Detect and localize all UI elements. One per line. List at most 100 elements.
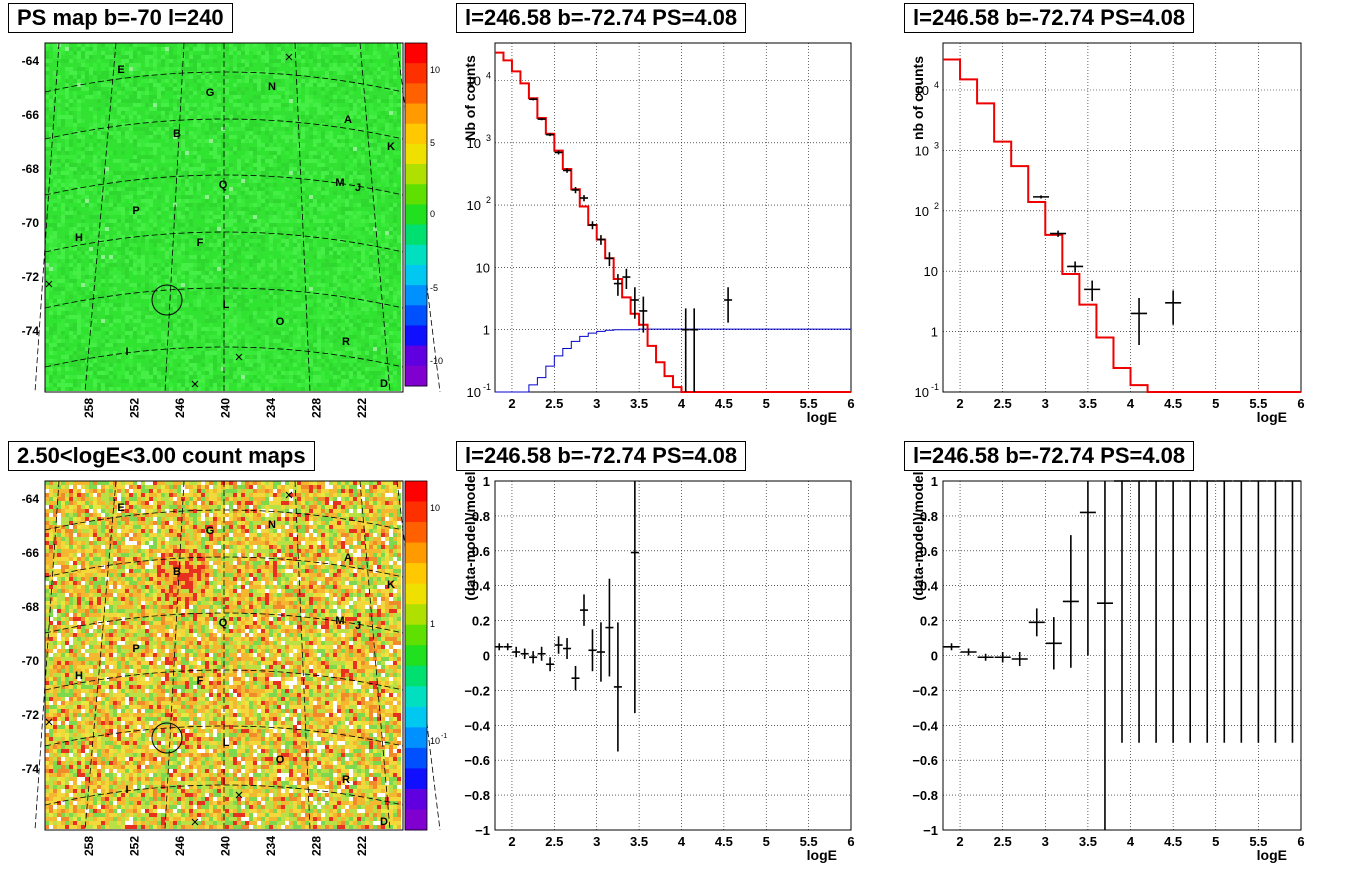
ps-map-pixel — [137, 87, 141, 91]
ps-map-pixel — [189, 79, 193, 83]
ps-map-pixel — [337, 147, 341, 151]
ps-map-pixel — [209, 259, 213, 263]
ps-map-pixel — [145, 207, 149, 211]
ps-map-pixel — [85, 55, 89, 59]
ps-map-pixel — [125, 259, 129, 263]
ps-map-pixel — [325, 119, 329, 123]
ps-map-pixel — [113, 127, 117, 131]
ps-map-pixel — [325, 159, 329, 163]
ps-map-pixel — [245, 215, 249, 219]
ps-map-pixel — [353, 55, 357, 59]
ps-map-pixel — [125, 71, 129, 75]
ps-map-pixel — [325, 47, 329, 51]
ps-map-pixel — [329, 43, 333, 47]
ps-map-pixel — [89, 79, 93, 83]
ps-map-pixel — [281, 79, 285, 83]
ps-map-pixel — [97, 191, 101, 195]
ps-map-pixel — [105, 199, 109, 203]
ps-map-pixel — [313, 195, 317, 199]
ps-map-pixel — [93, 67, 97, 71]
ps-map-pixel — [121, 63, 125, 67]
ps-map-pixel — [121, 215, 125, 219]
ps-map-pixel — [105, 47, 109, 51]
ps-map-pixel — [365, 171, 369, 175]
ps-map-pixel — [361, 87, 365, 91]
ps-map-pixel — [225, 131, 229, 135]
ps-map-pixel — [221, 187, 225, 191]
ps-map-pixel — [97, 43, 101, 47]
ps-map-pixel — [121, 67, 125, 71]
ps-map-pixel — [225, 87, 229, 91]
ps-map-pixel — [305, 263, 309, 267]
ps-map-pixel — [245, 63, 249, 67]
ps-map-pixel — [205, 87, 209, 91]
ps-map-pixel — [173, 155, 177, 159]
ps-map-pixel — [249, 263, 253, 267]
ps-map-pixel — [397, 211, 401, 215]
ps-map-pixel — [97, 175, 101, 179]
ps-map-pixel — [185, 247, 189, 251]
ps-map-pixel — [305, 191, 309, 195]
ps-map-pixel — [293, 79, 297, 83]
ps-map-pixel — [333, 79, 337, 83]
ps-map-pixel — [65, 183, 69, 187]
ps-map-pixel — [365, 91, 369, 95]
ps-map-pixel — [349, 99, 353, 103]
ps-map-pixel — [329, 187, 333, 191]
ps-map-pixel — [149, 131, 153, 135]
ps-map-pixel — [173, 251, 177, 255]
ps-map-pixel — [289, 235, 293, 239]
ps-map-pixel — [89, 255, 93, 259]
ps-map-pixel — [69, 83, 73, 87]
ps-map-pixel — [209, 91, 213, 95]
ps-map-pixel — [301, 103, 305, 107]
ps-map-pixel — [325, 183, 329, 187]
ps-map-pixel — [321, 235, 325, 239]
ps-map-pixel — [201, 63, 205, 67]
ps-map-pixel — [201, 215, 205, 219]
ps-map-pixel — [157, 115, 161, 119]
ps-map-pixel — [265, 155, 269, 159]
ps-map-pixel — [201, 223, 205, 227]
ps-map-pixel — [357, 75, 361, 79]
ps-map-pixel — [97, 263, 101, 267]
ps-map-pixel — [237, 231, 241, 235]
ps-map-pixel — [117, 127, 121, 131]
ps-map-pixel — [157, 87, 161, 91]
ps-map-pixel — [245, 231, 249, 235]
ps-map-pixel — [117, 63, 121, 67]
ps-map-pixel — [349, 259, 353, 263]
ps-map-pixel — [101, 131, 105, 135]
ps-map-pixel — [313, 167, 317, 171]
ps-map-pixel — [125, 115, 129, 119]
ps-map-pixel — [277, 203, 281, 207]
ps-map-pixel — [117, 99, 121, 103]
ps-map-pixel — [253, 139, 257, 143]
ps-map-pixel — [77, 235, 81, 239]
ps-map-pixel — [53, 243, 57, 247]
ps-map-pixel — [73, 171, 77, 175]
ps-map-pixel — [393, 107, 397, 111]
ps-map-pixel — [397, 71, 401, 75]
ps-map-pixel — [297, 219, 301, 223]
ps-map-pixel — [321, 239, 325, 243]
ps-map-pixel — [321, 43, 325, 47]
ps-map-pixel — [253, 119, 257, 123]
ps-map-pixel — [213, 99, 217, 103]
ps-map-pixel — [261, 115, 265, 119]
ps-map-pixel — [293, 239, 297, 243]
ps-map-pixel — [325, 139, 329, 143]
ps-map-pixel — [73, 91, 77, 95]
ps-map-pixel — [393, 83, 397, 87]
ps-map-pixel — [345, 67, 349, 71]
ps-map-pixel — [49, 203, 53, 207]
ps-map-pixel — [229, 119, 233, 123]
ps-map-pixel — [137, 235, 141, 239]
ps-map-pixel — [229, 83, 233, 87]
ps-map-pixel — [177, 75, 181, 79]
ps-map-pixel — [293, 127, 297, 131]
ps-map-pixel — [97, 243, 101, 247]
ps-map-pixel — [57, 79, 61, 83]
ps-map-pixel — [137, 119, 141, 123]
ps-map-pixel — [81, 83, 85, 87]
